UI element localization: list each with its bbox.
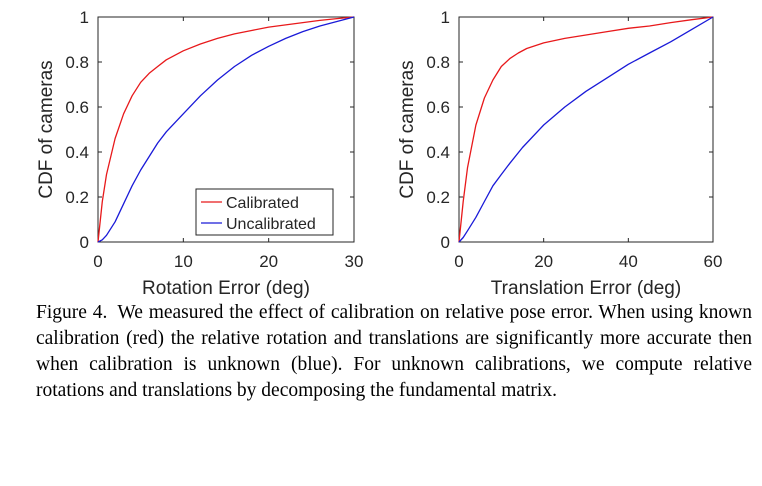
legend-label-uncalibrated: Uncalibrated: [226, 216, 316, 233]
translation-x-tick-label: 0: [454, 252, 463, 271]
translation-x-axis-label: Translation Error (deg): [491, 278, 681, 299]
figure-caption: Figure 4. We measured the effect of calib…: [36, 300, 752, 404]
translation-y-tick-label: 0: [441, 233, 450, 252]
rotation-x-axis-label: Rotation Error (deg): [142, 278, 310, 299]
rotation-x-tick-label: 0: [93, 252, 102, 271]
legend-box: [195, 188, 334, 236]
translation-x-tick-label: 60: [704, 252, 723, 271]
rotation-legend: Calibrated Uncalibrated: [195, 188, 334, 236]
translation-x-tick-label: 20: [534, 252, 553, 271]
translation-chart: 0 20 40 60 0 0.2 0.4 0.6 0.8 1 Translation Error (…: [397, 8, 722, 299]
caption-label: Figure 4.: [36, 302, 108, 323]
translation-y-tick-label: 1: [441, 8, 450, 27]
rotation-series-calibrated-line: [97, 16, 355, 243]
rotation-x-tick-label: 10: [174, 252, 193, 271]
caption-text: We measured the effect of calibration on…: [36, 302, 752, 401]
rotation-x-tick-label: 20: [259, 252, 278, 271]
rotation-series-uncalibrated-line: [97, 16, 355, 243]
rotation-y-tick-label: 0.2: [65, 188, 89, 207]
translation-y-axis-label: CDF of cameras: [397, 60, 418, 198]
rotation-y-tick-label: 0: [80, 233, 89, 252]
translation-series-uncalibrated-line: [458, 16, 714, 243]
legend-label-calibrated: Calibrated: [226, 195, 299, 212]
rotation-y-tick-label: 0.4: [65, 143, 89, 162]
rotation-y-tick-label: 1: [80, 8, 89, 27]
translation-plot-frame: [458, 16, 714, 243]
translation-series-calibrated-line: [458, 16, 714, 243]
translation-y-tick-label: 0.8: [426, 53, 450, 72]
translation-y-tick-label: 0.2: [426, 188, 450, 207]
rotation-y-axis-label: CDF of cameras: [36, 60, 57, 198]
translation-x-tick-label: 40: [619, 252, 638, 271]
rotation-y-tick-label: 0.6: [65, 98, 89, 117]
translation-y-tick-label: 0.6: [426, 98, 450, 117]
rotation-y-tick-label: 0.8: [65, 53, 89, 72]
rotation-chart: 0 10 20 30 0 0.2 0.4 0.6 0.8 1 Rotation Error (deg…: [36, 8, 363, 299]
translation-y-tick-label: 0.4: [426, 143, 450, 162]
rotation-x-tick-label: 30: [345, 252, 364, 271]
